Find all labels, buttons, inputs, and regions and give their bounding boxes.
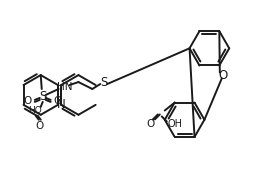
Text: O: O (36, 121, 44, 131)
Text: HN: HN (57, 82, 72, 92)
Text: O: O (53, 96, 62, 106)
Text: S: S (39, 90, 46, 103)
Text: O: O (218, 69, 227, 82)
Text: OH: OH (167, 119, 182, 129)
Text: O: O (24, 96, 32, 106)
Text: S: S (101, 76, 108, 89)
Text: O: O (147, 119, 155, 129)
Text: HO: HO (28, 106, 42, 115)
Text: N: N (57, 98, 66, 111)
